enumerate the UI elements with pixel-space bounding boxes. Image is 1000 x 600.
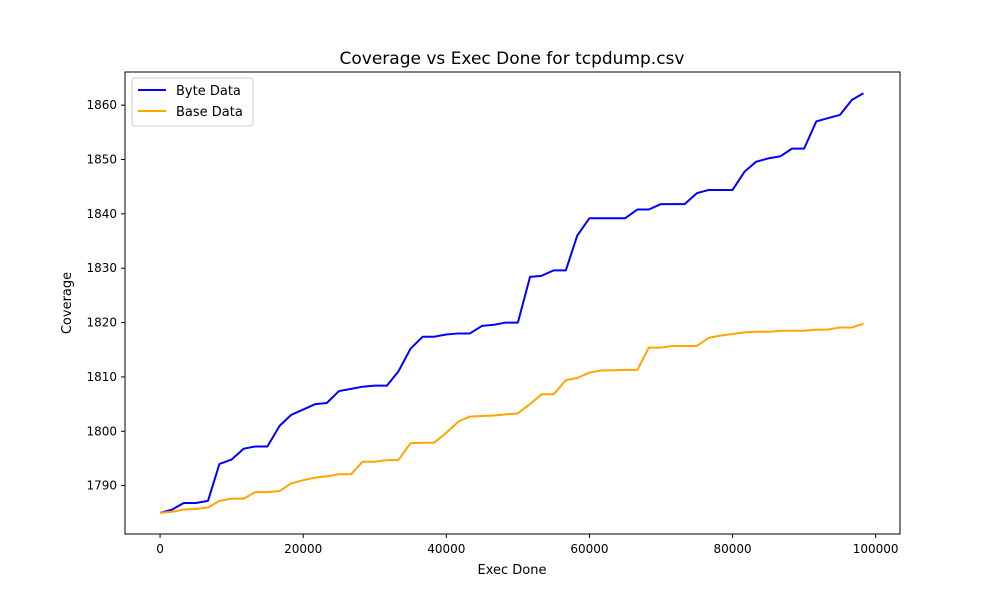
series-line-base-data xyxy=(159,322,864,514)
x-tick-label: 0 xyxy=(156,542,164,556)
y-axis-label: Coverage xyxy=(60,272,75,334)
x-tick-label: 40000 xyxy=(427,542,465,556)
y-tick-label: 1810 xyxy=(86,370,117,384)
y-tick-label: 1860 xyxy=(86,98,117,112)
plot-frame xyxy=(124,71,901,535)
legend-label: Byte Data xyxy=(176,84,241,99)
y-tick-label: 1800 xyxy=(86,424,117,438)
x-tick-label: 80000 xyxy=(713,542,751,556)
y-tick-label: 1820 xyxy=(86,316,117,330)
x-tick-label: 60000 xyxy=(570,542,608,556)
plot-area: 0 20000 40000 60000 80000 100000 1790 1800 1810 1… xyxy=(86,71,901,556)
y-tick-label: 1830 xyxy=(86,261,117,275)
x-axis-label: Exec Done xyxy=(478,563,547,578)
legend-label: Base Data xyxy=(176,105,243,120)
y-tick-label: 1850 xyxy=(86,153,117,167)
x-tick-label: 20000 xyxy=(284,542,322,556)
y-tick-label: 1840 xyxy=(86,207,117,221)
chart-title: Coverage vs Exec Done for tcpdump.csv xyxy=(340,49,685,69)
series-line-byte-data xyxy=(159,92,864,514)
y-tick-label: 1790 xyxy=(86,479,117,493)
x-tick-label: 100000 xyxy=(853,542,899,556)
